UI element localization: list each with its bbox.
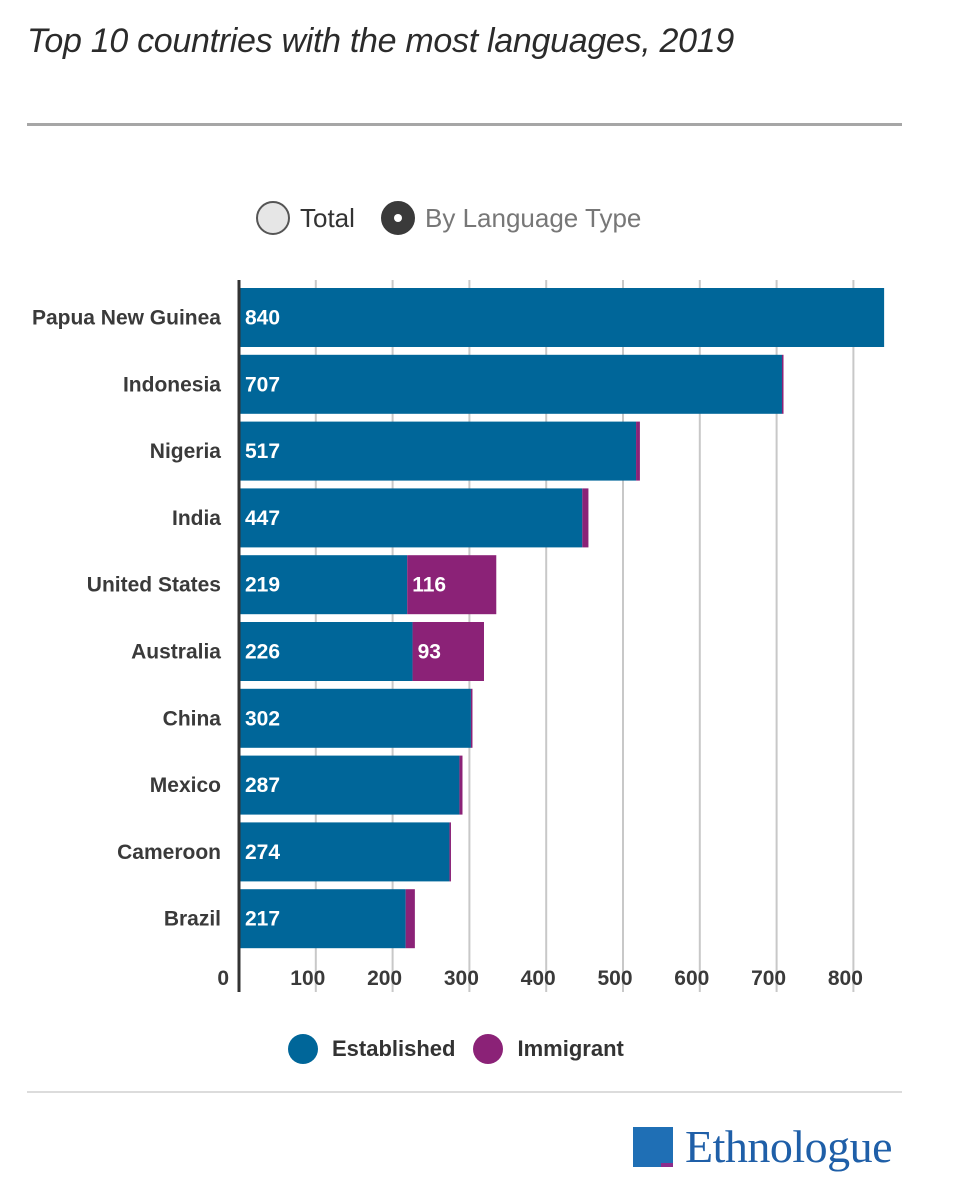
bar-established[interactable]: [239, 822, 450, 882]
bar-immigrant[interactable]: [470, 688, 473, 748]
legend-established-swatch[interactable]: [288, 1034, 318, 1064]
category-label: Nigeria: [150, 440, 222, 463]
x-tick-label: 700: [751, 967, 786, 990]
x-tick-label: 600: [674, 967, 709, 990]
bar-immigrant[interactable]: [636, 421, 640, 481]
toggle-by-language-type[interactable]: By Language Type: [381, 198, 641, 238]
category-label: Australia: [131, 641, 221, 664]
bar-immigrant[interactable]: [412, 622, 484, 681]
title-divider: [27, 123, 902, 126]
bar-immigrant[interactable]: [449, 822, 451, 882]
toggle-total[interactable]: Total: [256, 198, 355, 238]
bar-established[interactable]: [239, 288, 885, 347]
value-label-established: 302: [245, 707, 280, 730]
category-label: Indonesia: [123, 373, 221, 396]
legend-immigrant-swatch[interactable]: [473, 1034, 504, 1064]
value-label-immigrant: 116: [412, 574, 446, 597]
x-tick-label: 100: [290, 967, 325, 990]
ethnologue-wordmark: Ethnologue: [685, 1121, 893, 1172]
value-label-established: 447: [245, 507, 280, 530]
value-label-established: 517: [245, 440, 280, 463]
bar-established[interactable]: [239, 421, 637, 481]
radio-selected-icon[interactable]: [381, 201, 415, 235]
value-label-established: 274: [245, 841, 280, 864]
bar-established[interactable]: [239, 488, 583, 548]
bar-chart: Papua New Guinea 840 Indonesia 707 Nigeria 51…: [32, 280, 885, 992]
bar-established[interactable]: [239, 622, 413, 681]
bar-established[interactable]: [239, 889, 406, 949]
category-label: Papua New Guinea: [32, 307, 221, 330]
bar-immigrant[interactable]: [781, 354, 784, 414]
bar-established[interactable]: [239, 354, 782, 414]
category-label: China: [163, 707, 222, 730]
bar-established[interactable]: [239, 555, 408, 615]
bar-immigrant[interactable]: [582, 488, 589, 548]
category-label: Mexico: [150, 774, 221, 797]
value-label-established: 707: [245, 373, 280, 396]
category-label: Cameroon: [117, 841, 221, 864]
legend-immigrant-label[interactable]: Immigrant: [517, 1036, 624, 1061]
chart-title: Top 10 countries with the most languages…: [27, 22, 734, 60]
bar-immigrant[interactable]: [459, 755, 463, 815]
value-label-established: 840: [245, 307, 280, 330]
bar-established[interactable]: [239, 755, 460, 815]
chart-legend: Established Immigrant: [288, 1034, 642, 1064]
x-tick-label: 200: [367, 967, 402, 990]
bar-established[interactable]: [239, 688, 471, 748]
value-label-immigrant: 93: [418, 641, 441, 664]
x-tick-label: 500: [597, 967, 632, 990]
value-label-established: 226: [245, 641, 280, 664]
x-tick-label: 300: [444, 967, 479, 990]
x-tick-label: 400: [521, 967, 556, 990]
category-label: United States: [87, 574, 221, 597]
value-label-established: 217: [245, 908, 280, 931]
bar-immigrant[interactable]: [405, 889, 415, 949]
x-tick-label: 0: [217, 967, 229, 990]
value-label-established: 287: [245, 774, 280, 797]
value-label-established: 219: [245, 574, 280, 597]
x-tick-label: 800: [828, 967, 863, 990]
ethnologue-logo-icon: [633, 1126, 673, 1167]
toggle-total-label: Total: [300, 202, 355, 233]
radio-unselected-icon[interactable]: [256, 201, 290, 235]
bar-immigrant[interactable]: [407, 555, 497, 615]
category-label: Brazil: [164, 908, 221, 931]
toggle-by-type-label: By Language Type: [425, 202, 642, 233]
ethnologue-logo: Ethnologue: [633, 1120, 893, 1173]
legend-established-label[interactable]: Established: [332, 1036, 456, 1061]
footer-divider: [27, 1091, 902, 1093]
category-label: India: [172, 507, 221, 530]
